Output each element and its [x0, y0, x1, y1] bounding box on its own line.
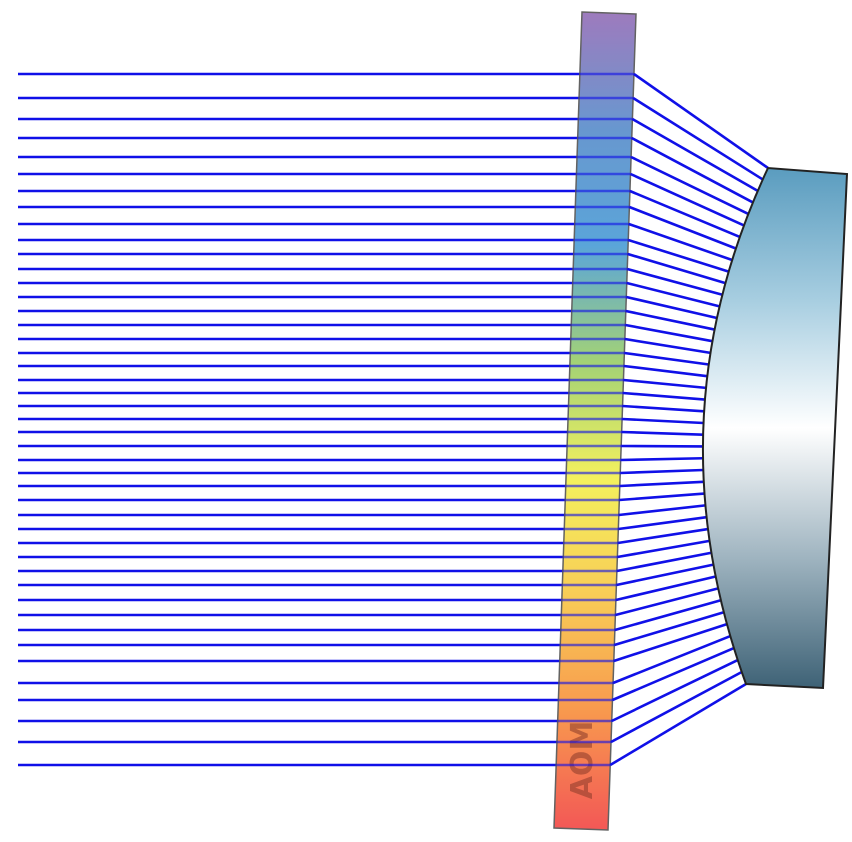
- refracted-ray: [628, 205, 737, 250]
- refracted-ray: [622, 417, 704, 425]
- refracted-ray: [618, 515, 707, 531]
- refracted-ray: [625, 309, 715, 331]
- refracted-ray: [622, 391, 706, 401]
- refracted-ray: [613, 622, 728, 663]
- refracted-ray: [620, 468, 704, 475]
- refracted-ray: [609, 682, 747, 767]
- refracted-ray: [625, 323, 713, 343]
- refracted-ray: [621, 430, 704, 437]
- refracted-ray: [630, 155, 749, 216]
- refracted-ray: [611, 658, 739, 723]
- refracted-ray: [617, 539, 710, 559]
- refracted-ray: [615, 587, 719, 617]
- rays-in-plate: [556, 72, 634, 767]
- refracted-ray: [624, 351, 709, 366]
- refracted-ray: [619, 492, 705, 502]
- refracted-ray: [623, 364, 708, 378]
- refracted-ray: [626, 267, 723, 297]
- refracted-ray: [612, 634, 731, 685]
- refracted-ray: [627, 238, 730, 273]
- refracted-ray: [611, 646, 735, 702]
- refracted-ray: [610, 670, 743, 744]
- meniscus-lens: [701, 166, 849, 690]
- refracted-rays: [609, 72, 769, 767]
- refracted-ray: [631, 136, 754, 204]
- refracted-ray: [623, 378, 707, 390]
- refracted-ray: [629, 172, 745, 227]
- gradient-plate: [553, 11, 637, 831]
- refracted-ray: [613, 610, 725, 647]
- refracted-ray: [631, 117, 759, 193]
- refracted-ray: [618, 504, 706, 517]
- aom-logo: AOM: [565, 721, 600, 800]
- refracted-ray: [620, 456, 704, 462]
- refracted-ray: [624, 337, 711, 355]
- refracted-ray: [614, 599, 722, 632]
- refracted-ray: [632, 96, 764, 181]
- refracted-ray: [622, 404, 705, 413]
- refracted-ray: [616, 551, 712, 573]
- incident-rays: [18, 72, 580, 767]
- refracted-ray: [616, 563, 714, 587]
- refracted-ray: [617, 527, 709, 545]
- refracted-ray: [625, 295, 718, 320]
- refracted-ray: [626, 281, 720, 308]
- refracted-ray: [629, 189, 741, 239]
- refracted-ray: [633, 72, 769, 170]
- refracted-ray: [615, 575, 716, 602]
- refracted-ray: [628, 222, 733, 262]
- refracted-ray: [627, 252, 726, 285]
- refracted-ray: [619, 480, 704, 488]
